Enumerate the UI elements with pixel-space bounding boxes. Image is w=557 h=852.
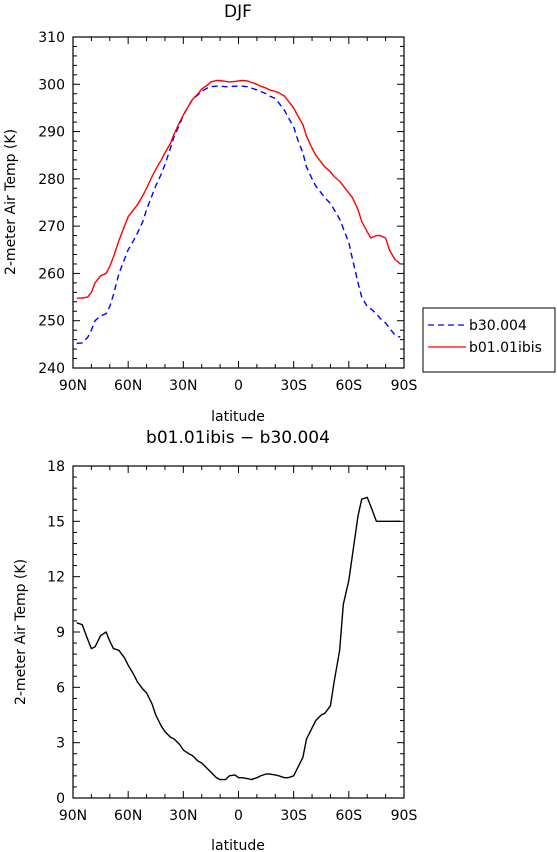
bottom-chart-ytick-label: 15 bbox=[47, 514, 65, 530]
top-chart-xtick-label: 60N bbox=[114, 378, 142, 394]
top-chart-ylabel: 2-meter Air Temp (K) bbox=[3, 129, 19, 275]
bottom-chart-xtick-label: 90S bbox=[391, 808, 418, 824]
bottom-chart-xlabel: latitude bbox=[211, 838, 265, 852]
bottom-chart-ytick-label: 9 bbox=[56, 625, 65, 641]
top-chart-ytick-label: 250 bbox=[38, 314, 65, 330]
top-panel: DJF latitude 2-meter Air Temp (K) 90N 60N… bbox=[3, 2, 417, 425]
bottom-chart-frame bbox=[72, 465, 405, 799]
top-chart-xtick-label: 30S bbox=[280, 378, 307, 394]
top-chart-ytick-label: 260 bbox=[38, 266, 65, 282]
top-chart-series-line-b01-01ibis bbox=[76, 79, 401, 299]
top-chart-frame bbox=[72, 36, 405, 369]
top-chart-title: DJF bbox=[224, 2, 252, 22]
bottom-chart-ytick-label: 0 bbox=[56, 791, 65, 807]
top-chart-ytick-label: 290 bbox=[38, 125, 65, 141]
bottom-chart-xtick-label: 0 bbox=[234, 808, 243, 824]
bottom-chart-title: b01.01ibis − b30.004 bbox=[146, 428, 330, 448]
legend: b30.004 b01.01ibis bbox=[422, 307, 556, 373]
bottom-chart-ytick-label: 6 bbox=[56, 680, 65, 696]
top-chart-ytick-label: 300 bbox=[38, 77, 65, 93]
bottom-chart-ytick-label: 3 bbox=[56, 736, 65, 752]
top-chart-series-line-b30-004 bbox=[76, 85, 401, 345]
top-chart-xtick-label: 60S bbox=[335, 378, 362, 394]
legend-label-b01-01ibis: b01.01ibis bbox=[469, 340, 542, 356]
bottom-chart-series-line-0 bbox=[76, 496, 401, 781]
top-chart-ytick-label: 280 bbox=[38, 172, 65, 188]
legend-box bbox=[422, 307, 556, 373]
top-chart-xtick-label: 30N bbox=[169, 378, 197, 394]
top-chart-ytick-label: 270 bbox=[38, 219, 65, 235]
bottom-chart-xtick-label: 90N bbox=[59, 808, 87, 824]
top-chart-ytick-label: 240 bbox=[38, 361, 65, 377]
bottom-chart-xtick-label: 30N bbox=[169, 808, 197, 824]
bottom-chart-ticks: 90N 60N 30N 0 30S 60S 90S 0 3 6 9 12 15 18 bbox=[47, 459, 417, 824]
top-chart-ytick-label: 310 bbox=[38, 30, 65, 46]
bottom-chart-xtick-label: 30S bbox=[280, 808, 307, 824]
bottom-chart-series bbox=[76, 496, 401, 781]
bottom-chart-ytick-label: 18 bbox=[47, 459, 65, 475]
top-chart-xtick-label: 0 bbox=[234, 378, 243, 394]
top-chart-xtick-label: 90N bbox=[59, 378, 87, 394]
bottom-chart-ylabel: 2-meter Air Temp (K) bbox=[13, 559, 29, 705]
top-chart-series bbox=[76, 79, 401, 345]
bottom-panel: b01.01ibis − b30.004 latitude 2-meter Ai… bbox=[13, 428, 417, 852]
legend-label-b30-004: b30.004 bbox=[469, 318, 527, 334]
top-chart-xtick-label: 90S bbox=[391, 378, 418, 394]
top-chart-xlabel: latitude bbox=[211, 409, 265, 425]
bottom-chart-xtick-label: 60N bbox=[114, 808, 142, 824]
bottom-chart-xtick-label: 60S bbox=[335, 808, 362, 824]
bottom-chart-ytick-label: 12 bbox=[47, 570, 65, 586]
top-chart-ticks: 90N 60N 30N 0 30S 60S 90S 240 250 260 270 280 290 300… bbox=[38, 30, 417, 394]
